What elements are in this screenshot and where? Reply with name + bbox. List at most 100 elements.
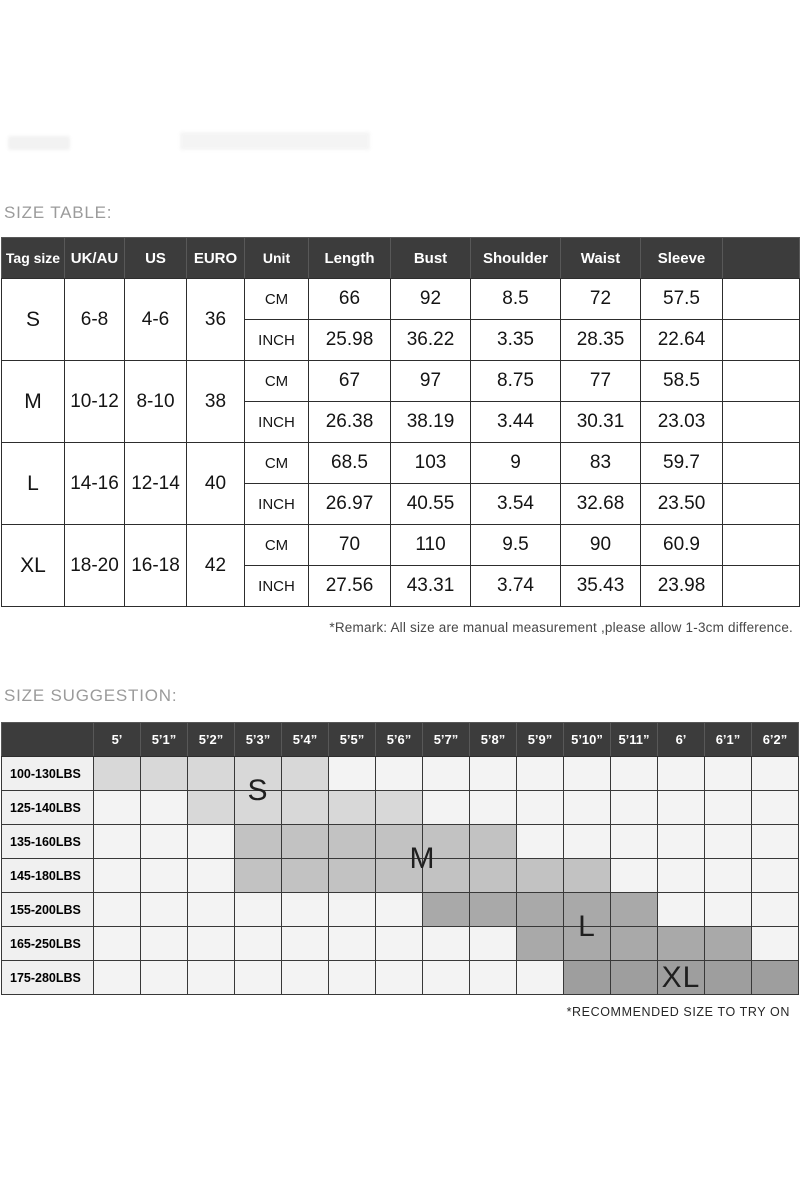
suggestion-cell xyxy=(422,756,470,791)
size-table-body: S 6-8 4-6 36 CM 66 92 8.5 72 57.5 INCH 25.98 36.22 3.… xyxy=(1,278,800,607)
measurement-cell: 77 xyxy=(560,360,641,402)
suggestion-cell xyxy=(610,960,658,995)
suggestion-cell xyxy=(375,960,423,995)
suggestion-cell xyxy=(610,756,658,791)
measurement-cell: 3.74 xyxy=(470,565,561,607)
weight-label-cell: 155-200LBS xyxy=(1,892,94,927)
suggestion-cell xyxy=(704,824,752,859)
suggestion-cell xyxy=(140,756,188,791)
suggestion-cell xyxy=(140,926,188,961)
height-header-cell: 5’4” xyxy=(281,722,329,757)
measurement-cell: 103 xyxy=(390,442,471,484)
empty-cell xyxy=(722,524,800,566)
suggestion-cell xyxy=(657,960,705,995)
suggestion-cell xyxy=(187,824,235,859)
corner-cell xyxy=(1,722,94,757)
suggestion-cell xyxy=(469,960,517,995)
suggestion-cell xyxy=(93,926,141,961)
suggestion-cell xyxy=(328,892,376,927)
measurement-cell: 57.5 xyxy=(640,278,723,320)
size-suggestion-heading: SIZE SUGGESTION: xyxy=(4,686,178,705)
weight-label-cell: 175-280LBS xyxy=(1,960,94,995)
empty-cell xyxy=(722,565,800,607)
size-table-header-cell: Bust xyxy=(390,237,471,279)
measurement-cell: 83 xyxy=(560,442,641,484)
suggestion-cell xyxy=(751,892,799,927)
suggestion-cell xyxy=(93,790,141,825)
size-table-cell: 6-8 xyxy=(64,278,125,361)
empty-cell xyxy=(722,401,800,443)
suggestion-cell xyxy=(469,824,517,859)
size-table-cell: 16-18 xyxy=(124,524,187,607)
size-table-header-cell: Sleeve xyxy=(640,237,723,279)
empty-cell xyxy=(722,360,800,402)
suggestion-cell xyxy=(657,824,705,859)
suggestion-cell xyxy=(704,926,752,961)
suggestion-cell xyxy=(422,926,470,961)
suggestion-cell xyxy=(704,790,752,825)
measurement-cell: 72 xyxy=(560,278,641,320)
suggestion-cell xyxy=(328,926,376,961)
measurement-cell: 23.03 xyxy=(640,401,723,443)
unit-cell: CM xyxy=(244,278,309,320)
suggestion-cell xyxy=(140,960,188,995)
unit-cell: INCH xyxy=(244,565,309,607)
suggestion-cell xyxy=(375,926,423,961)
suggestion-cell xyxy=(516,756,564,791)
suggestion-cell xyxy=(187,858,235,893)
remark-note: *Remark: All size are manual measurement… xyxy=(329,620,793,635)
suggestion-cell xyxy=(751,756,799,791)
suggestion-cell xyxy=(234,858,282,893)
suggestion-cell xyxy=(281,790,329,825)
height-header-cell: 5’1” xyxy=(140,722,188,757)
size-table-header-cell: US xyxy=(124,237,187,279)
measurement-cell: 110 xyxy=(390,524,471,566)
suggestion-cell xyxy=(422,892,470,927)
empty-cell xyxy=(722,442,800,484)
suggestion-cell xyxy=(751,790,799,825)
measurement-cell: 3.35 xyxy=(470,319,561,361)
measurement-cell: 40.55 xyxy=(390,483,471,525)
suggestion-cell xyxy=(281,960,329,995)
size-table-header-cell: Unit xyxy=(244,237,309,279)
suggestion-cell xyxy=(234,756,282,791)
suggestion-cell xyxy=(657,858,705,893)
suggestion-cell xyxy=(375,858,423,893)
suggestion-cell xyxy=(281,824,329,859)
suggestion-cell xyxy=(516,824,564,859)
suggestion-cell xyxy=(93,756,141,791)
suggestion-cell xyxy=(281,892,329,927)
suggestion-cell xyxy=(563,892,611,927)
size-table-cell: L xyxy=(1,442,65,525)
suggestion-cell xyxy=(704,858,752,893)
height-header-cell: 5’8” xyxy=(469,722,517,757)
measurement-cell: 26.38 xyxy=(308,401,391,443)
suggestion-table-head: 5’ 5’1” 5’2” 5’3” 5’4” 5’5” 5’6” 5’7” 5’8” 5’9” 5’… xyxy=(1,722,799,757)
measurement-cell: 30.31 xyxy=(560,401,641,443)
unit-cell: INCH xyxy=(244,319,309,361)
suggestion-cell xyxy=(328,790,376,825)
suggestion-cell xyxy=(140,892,188,927)
suggestion-cell xyxy=(610,892,658,927)
unit-cell: CM xyxy=(244,524,309,566)
height-header-cell: 6’ xyxy=(657,722,705,757)
suggestion-cell xyxy=(375,824,423,859)
measurement-cell: 9.5 xyxy=(470,524,561,566)
suggestion-cell xyxy=(657,790,705,825)
measurement-cell: 66 xyxy=(308,278,391,320)
suggestion-cell xyxy=(422,960,470,995)
suggestion-cell xyxy=(516,892,564,927)
suggestion-cell xyxy=(751,824,799,859)
size-table-header-cell: Tag size xyxy=(1,237,65,279)
suggestion-cell xyxy=(751,960,799,995)
measurement-cell: 25.98 xyxy=(308,319,391,361)
suggestion-cell xyxy=(610,926,658,961)
suggestion-cell xyxy=(93,960,141,995)
height-header-cell: 5’10” xyxy=(563,722,611,757)
suggestion-cell xyxy=(328,824,376,859)
size-table-cell: 8-10 xyxy=(124,360,187,443)
measurement-cell: 22.64 xyxy=(640,319,723,361)
suggestion-cell xyxy=(751,926,799,961)
size-table-cell: 10-12 xyxy=(64,360,125,443)
